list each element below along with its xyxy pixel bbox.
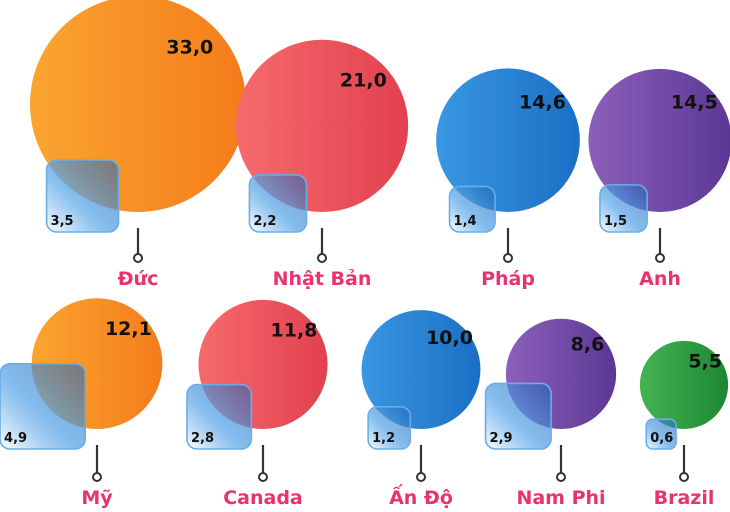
stem-dot — [133, 253, 143, 263]
bubble-group: 5,5 0,6 Brazil — [639, 340, 729, 509]
bubble-group: 21,0 2,2 Nhật Bản — [235, 39, 409, 290]
small-value-label: 2,9 — [490, 431, 513, 446]
stem-dot — [556, 472, 566, 482]
small-value-label: 3,5 — [51, 214, 74, 229]
big-bubble — [639, 340, 729, 429]
country-label: Mỹ — [81, 487, 113, 509]
big-bubble — [30, 0, 246, 212]
bubble-group: 10,0 1,2 Ấn Độ — [361, 310, 481, 509]
stem-dot — [655, 253, 665, 263]
big-bubble — [235, 39, 409, 212]
small-value-label: 1,5 — [604, 214, 627, 229]
small-value-label: 2,2 — [253, 214, 276, 229]
country-label: Đức — [118, 268, 159, 290]
small-square — [367, 406, 412, 450]
bubble-group: 33,0 3,5 Đức — [30, 0, 246, 290]
bubble-group: 12,1 4,9 Mỹ — [0, 298, 163, 509]
small-square — [45, 159, 120, 233]
country-label: Brazil — [654, 487, 715, 509]
small-square — [248, 174, 308, 233]
small-square — [645, 418, 677, 450]
stem-dot — [503, 253, 513, 263]
country-label: Pháp — [481, 268, 535, 290]
country-label: Canada — [223, 487, 303, 509]
small-square — [599, 184, 648, 233]
stem-dot — [679, 472, 689, 482]
big-value-label: 11,8 — [271, 319, 318, 341]
big-value-label: 8,6 — [571, 334, 605, 356]
small-square — [484, 382, 552, 450]
bubble-group: 14,6 1,4 Pháp — [436, 68, 580, 290]
big-value-label: 21,0 — [340, 70, 387, 92]
big-value-label: 33,0 — [166, 36, 213, 58]
stem-dot — [317, 253, 327, 263]
small-square — [448, 185, 496, 233]
bubble-group: 11,8 2,8 Canada — [186, 299, 328, 509]
country-label: Ấn Độ — [389, 483, 453, 509]
big-bubble — [361, 310, 481, 429]
small-value-label: 1,2 — [372, 431, 395, 446]
bubble-group: 8,6 2,9 Nam Phi — [484, 318, 617, 509]
stem-dot — [258, 472, 268, 482]
small-value-label: 0,6 — [650, 431, 673, 446]
big-value-label: 12,1 — [105, 318, 152, 340]
country-label: Nhật Bản — [273, 268, 372, 290]
big-bubble — [588, 68, 730, 212]
country-label: Nam Phi — [516, 487, 605, 509]
country-label: Anh — [639, 268, 681, 290]
small-value-label: 2,8 — [191, 431, 214, 446]
big-bubble — [436, 68, 580, 213]
small-square — [186, 383, 253, 450]
small-value-label: 1,4 — [454, 214, 477, 229]
stem-dot — [92, 472, 102, 482]
bubble-group: 14,5 1,5 Anh — [588, 68, 730, 290]
big-value-label: 10,0 — [426, 327, 473, 349]
small-value-label: 4,9 — [4, 431, 27, 446]
big-value-label: 14,5 — [671, 92, 718, 114]
stem-dot — [416, 472, 426, 482]
big-value-label: 5,5 — [688, 350, 722, 372]
big-value-label: 14,6 — [519, 91, 566, 113]
small-square — [0, 363, 87, 450]
